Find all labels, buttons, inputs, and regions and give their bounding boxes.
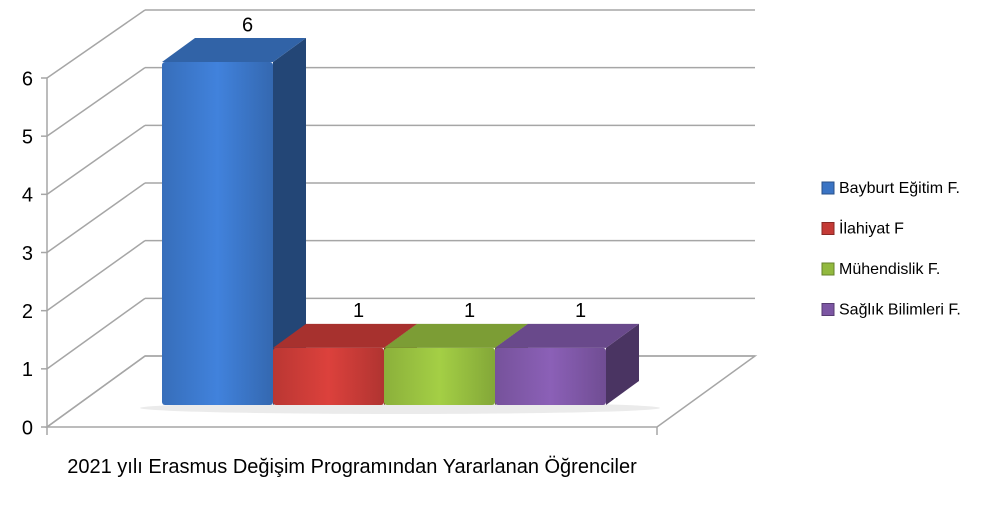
y-tick-label: 2: [22, 301, 33, 323]
legend-label: Sağlık Bilimleri F.: [839, 302, 961, 319]
bar-side: [606, 323, 639, 405]
bar-top: [162, 38, 306, 62]
grid-line: [46, 240, 146, 312]
legend-label: Mühendislik F.: [839, 261, 940, 278]
grid-line: [46, 355, 146, 428]
bar: [495, 347, 606, 405]
y-tick-label: 4: [22, 185, 33, 207]
grid-line: [46, 297, 146, 370]
legend-swatch: [821, 262, 835, 276]
x-tick-label: 2021 yılı Erasmus Değişim Programından Y…: [67, 456, 637, 478]
data-label: 1: [575, 300, 586, 322]
bar-top: [273, 323, 417, 348]
grid-line: [46, 124, 146, 195]
y-tick-label: 5: [22, 126, 33, 148]
bar-top: [384, 323, 528, 348]
y-tick-label: 0: [22, 417, 33, 439]
bar: [384, 347, 495, 405]
bar: [162, 62, 273, 405]
y-tick-label: 6: [22, 68, 33, 90]
legend-swatch: [821, 181, 835, 195]
bar: [273, 347, 384, 405]
y-tick-label: 1: [22, 359, 33, 381]
legend-label: İlahiyat F: [839, 219, 904, 238]
legend-label: Bayburt Eğitim F.: [839, 180, 960, 197]
bar-side: [273, 38, 306, 405]
legend-swatch: [821, 222, 835, 235]
data-label: 1: [353, 300, 364, 322]
grid-line: [46, 182, 146, 254]
legend-swatch: [821, 303, 835, 316]
data-label: 6: [242, 14, 253, 36]
y-tick-label: 3: [22, 243, 33, 265]
grid-line: [46, 67, 146, 137]
grid-line: [46, 9, 146, 79]
bar-top: [495, 323, 639, 348]
data-label: 1: [464, 300, 475, 322]
